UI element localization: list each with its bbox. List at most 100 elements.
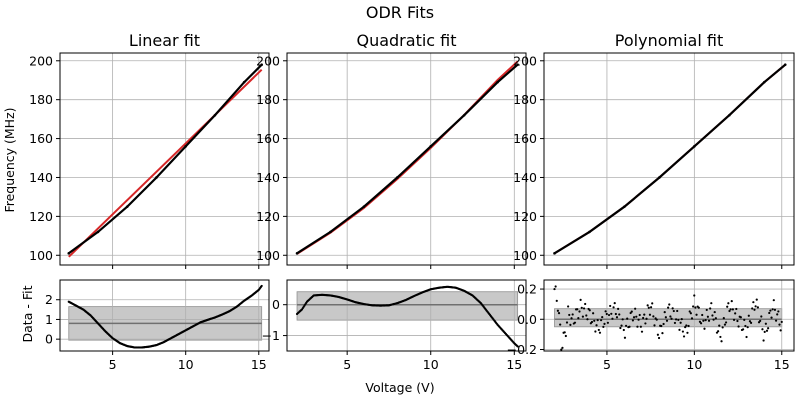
residual-point — [604, 310, 607, 313]
data-point — [213, 113, 217, 117]
residual-point — [561, 346, 564, 349]
frequency-axis-label: Frequency (MHz) — [2, 107, 17, 212]
panel-6: 5 10 15−0.20.00.2 — [507, 279, 795, 372]
residual-point — [662, 322, 665, 326]
x-tick-label: 10 — [686, 357, 702, 372]
residual-point — [649, 306, 653, 309]
residual-point — [588, 309, 591, 312]
residual-point — [599, 319, 603, 322]
residual-point — [761, 328, 764, 331]
data-point — [783, 63, 787, 66]
data-point — [429, 145, 433, 148]
residual-point — [670, 317, 673, 320]
data-point — [295, 252, 299, 255]
residual-point — [568, 313, 571, 317]
data-point — [260, 63, 263, 66]
residual-point — [689, 312, 692, 315]
residual-point — [637, 318, 640, 321]
panel-frame — [59, 52, 270, 266]
residual-point — [640, 330, 644, 333]
residual-point — [676, 309, 679, 313]
residual-point — [702, 319, 705, 322]
data-point — [329, 230, 332, 234]
residual-point — [570, 317, 573, 320]
y-tick-label: 140 — [256, 170, 280, 185]
residual-point — [615, 316, 619, 319]
residual-axis-label: Data - Fit — [20, 285, 35, 342]
residual-point — [736, 319, 739, 323]
residual-point — [619, 326, 622, 330]
data-point — [462, 113, 466, 117]
residual-point — [555, 299, 558, 302]
y-tick-label: 0 — [272, 297, 280, 312]
panel-5: 5 10 15 −1 0 — [262, 279, 527, 372]
plot-area — [287, 53, 526, 265]
residual-point — [590, 320, 594, 324]
x-tick-label: 10 — [178, 357, 194, 372]
residual-point — [747, 314, 750, 317]
residual-point — [592, 312, 595, 315]
residual-point — [703, 327, 706, 330]
residual-point — [632, 316, 636, 319]
residual-point — [681, 330, 684, 333]
data-point — [658, 176, 661, 179]
residual-point — [598, 331, 602, 334]
x-tick-label: 5 — [343, 357, 351, 372]
residual-point — [582, 307, 586, 310]
y-tick-label: 180 — [29, 92, 53, 107]
residual-point — [655, 318, 658, 321]
residual-point — [673, 321, 677, 325]
residual-point — [634, 307, 637, 310]
std-band — [554, 308, 783, 328]
residual-point — [620, 324, 623, 327]
residual-point — [705, 308, 708, 312]
residual-point — [554, 285, 557, 288]
residual-point — [706, 315, 709, 318]
residual-point — [732, 318, 736, 321]
residual-point — [710, 302, 713, 305]
residual-point — [661, 332, 664, 335]
panel-2: Quadratic fit 100 120 140 160 180 200 — [256, 31, 527, 269]
residual-point — [729, 308, 732, 311]
residual-point — [578, 310, 581, 313]
residual-point — [779, 329, 782, 332]
y-tick-label: 120 — [513, 209, 537, 224]
residual-point — [719, 335, 722, 339]
data-point — [67, 252, 71, 255]
residual-point — [638, 313, 641, 317]
residual-point — [718, 324, 721, 327]
residual-point — [682, 335, 686, 338]
residual-point — [646, 304, 649, 307]
residual-point — [742, 328, 745, 331]
residual-point — [720, 340, 723, 343]
residual-point — [752, 301, 755, 304]
x-tick-label: 5 — [109, 357, 117, 372]
residual-point — [630, 310, 633, 313]
residual-point — [707, 319, 711, 322]
residual-point — [516, 345, 519, 348]
residual-point — [726, 305, 729, 308]
panel-title: Polynomial fit — [615, 31, 723, 50]
data-point — [728, 113, 731, 117]
residual-point — [622, 328, 625, 332]
residual-point — [765, 329, 769, 332]
y-tick-label: 180 — [513, 92, 537, 107]
residual-point — [612, 306, 615, 309]
residual-point — [760, 315, 763, 318]
residual-point — [724, 321, 728, 324]
residual-point — [565, 321, 569, 324]
residual-point — [597, 328, 600, 332]
y-tick-label: 100 — [513, 248, 537, 263]
residual-point — [728, 309, 731, 313]
y-tick-label: 120 — [29, 209, 53, 224]
residual-point — [739, 316, 742, 319]
y-tick-label: 140 — [29, 170, 53, 185]
fit-line — [553, 63, 786, 255]
residual-point — [606, 321, 609, 324]
residual-point — [553, 287, 556, 291]
residual-point — [722, 317, 725, 320]
residual-point — [642, 316, 645, 320]
residual-point — [563, 331, 566, 334]
residual-point — [771, 308, 774, 311]
data-point — [623, 205, 626, 208]
